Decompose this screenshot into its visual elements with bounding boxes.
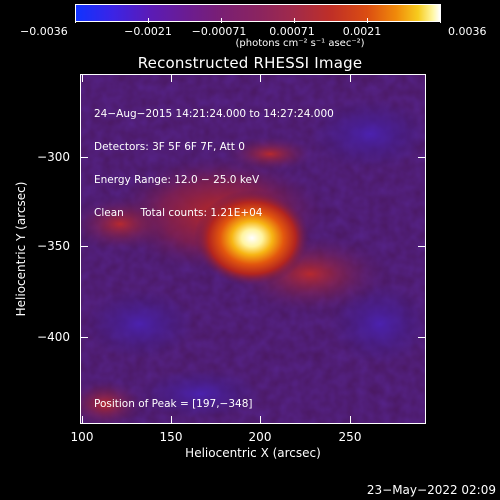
x-axis-label: Heliocentric X (arcsec) — [185, 446, 321, 460]
x-tick-label: 200 — [248, 430, 272, 444]
colorbar-tick-label: −0.00071 — [191, 25, 247, 38]
y-tick-mark — [80, 246, 88, 247]
colorbar-tick-label: −0.0021 — [124, 25, 172, 38]
info-clean-counts: Clean Total counts: 1.21E+04 — [94, 207, 263, 219]
x-tick-mark — [350, 416, 351, 424]
x-tick-mark — [171, 74, 172, 82]
x-tick-label: 150 — [159, 430, 183, 444]
y-tick-mark — [418, 246, 426, 247]
x-tick-mark — [82, 416, 83, 424]
info-energy-range: Energy Range: 12.0 − 25.0 keV — [94, 174, 260, 186]
observation-info: 24−Aug−2015 14:21:24.000 to 14:27:24.000… — [94, 87, 334, 230]
x-tick-label: 100 — [70, 430, 94, 444]
x-tick-mark — [260, 416, 261, 424]
image-svg — [80, 74, 426, 424]
y-tick-mark — [418, 337, 426, 338]
colorbar-tick-label: 0.0036 — [448, 25, 487, 38]
colorbar-tick-label: 0.0021 — [342, 25, 382, 38]
colorbar-unit-label: (photons cm⁻² s⁻¹ asec⁻²) — [235, 38, 365, 49]
x-tick-mark — [171, 416, 172, 424]
info-detectors: Detectors: 3F 5F 6F 7F, Att 0 — [94, 141, 245, 153]
rhessi-image — [80, 74, 426, 424]
render-timestamp: 23−May−2022 02:09 — [366, 483, 496, 497]
colorbar-tick-label: −0.0036 — [20, 25, 68, 38]
plot-title: Reconstructed RHESSI Image — [137, 54, 363, 72]
y-tick-label: −300 — [37, 150, 70, 164]
y-axis-label: Heliocentric Y (arcsec) — [14, 181, 28, 317]
peak-position-label: Position of Peak = [197,−348] — [94, 398, 253, 410]
colorbar-tick — [367, 18, 368, 23]
colorbar-tick — [148, 18, 149, 23]
x-tick-mark — [82, 74, 83, 82]
y-tick-mark — [80, 157, 88, 158]
colorbar-tick — [75, 18, 76, 23]
info-time-range: 24−Aug−2015 14:21:24.000 to 14:27:24.000 — [94, 108, 334, 120]
y-tick-mark — [80, 337, 88, 338]
y-tick-label: −350 — [37, 239, 70, 253]
x-tick-label: 250 — [338, 430, 362, 444]
x-tick-mark — [260, 74, 261, 82]
colorbar — [75, 4, 441, 22]
y-tick-label: −400 — [37, 330, 70, 344]
y-tick-mark — [418, 157, 426, 158]
x-tick-mark — [350, 74, 351, 82]
colorbar-tick — [294, 18, 295, 23]
colorbar-tick — [440, 18, 441, 23]
colorbar-tick — [221, 18, 222, 23]
colorbar-tick-label: 0.00071 — [269, 25, 315, 38]
